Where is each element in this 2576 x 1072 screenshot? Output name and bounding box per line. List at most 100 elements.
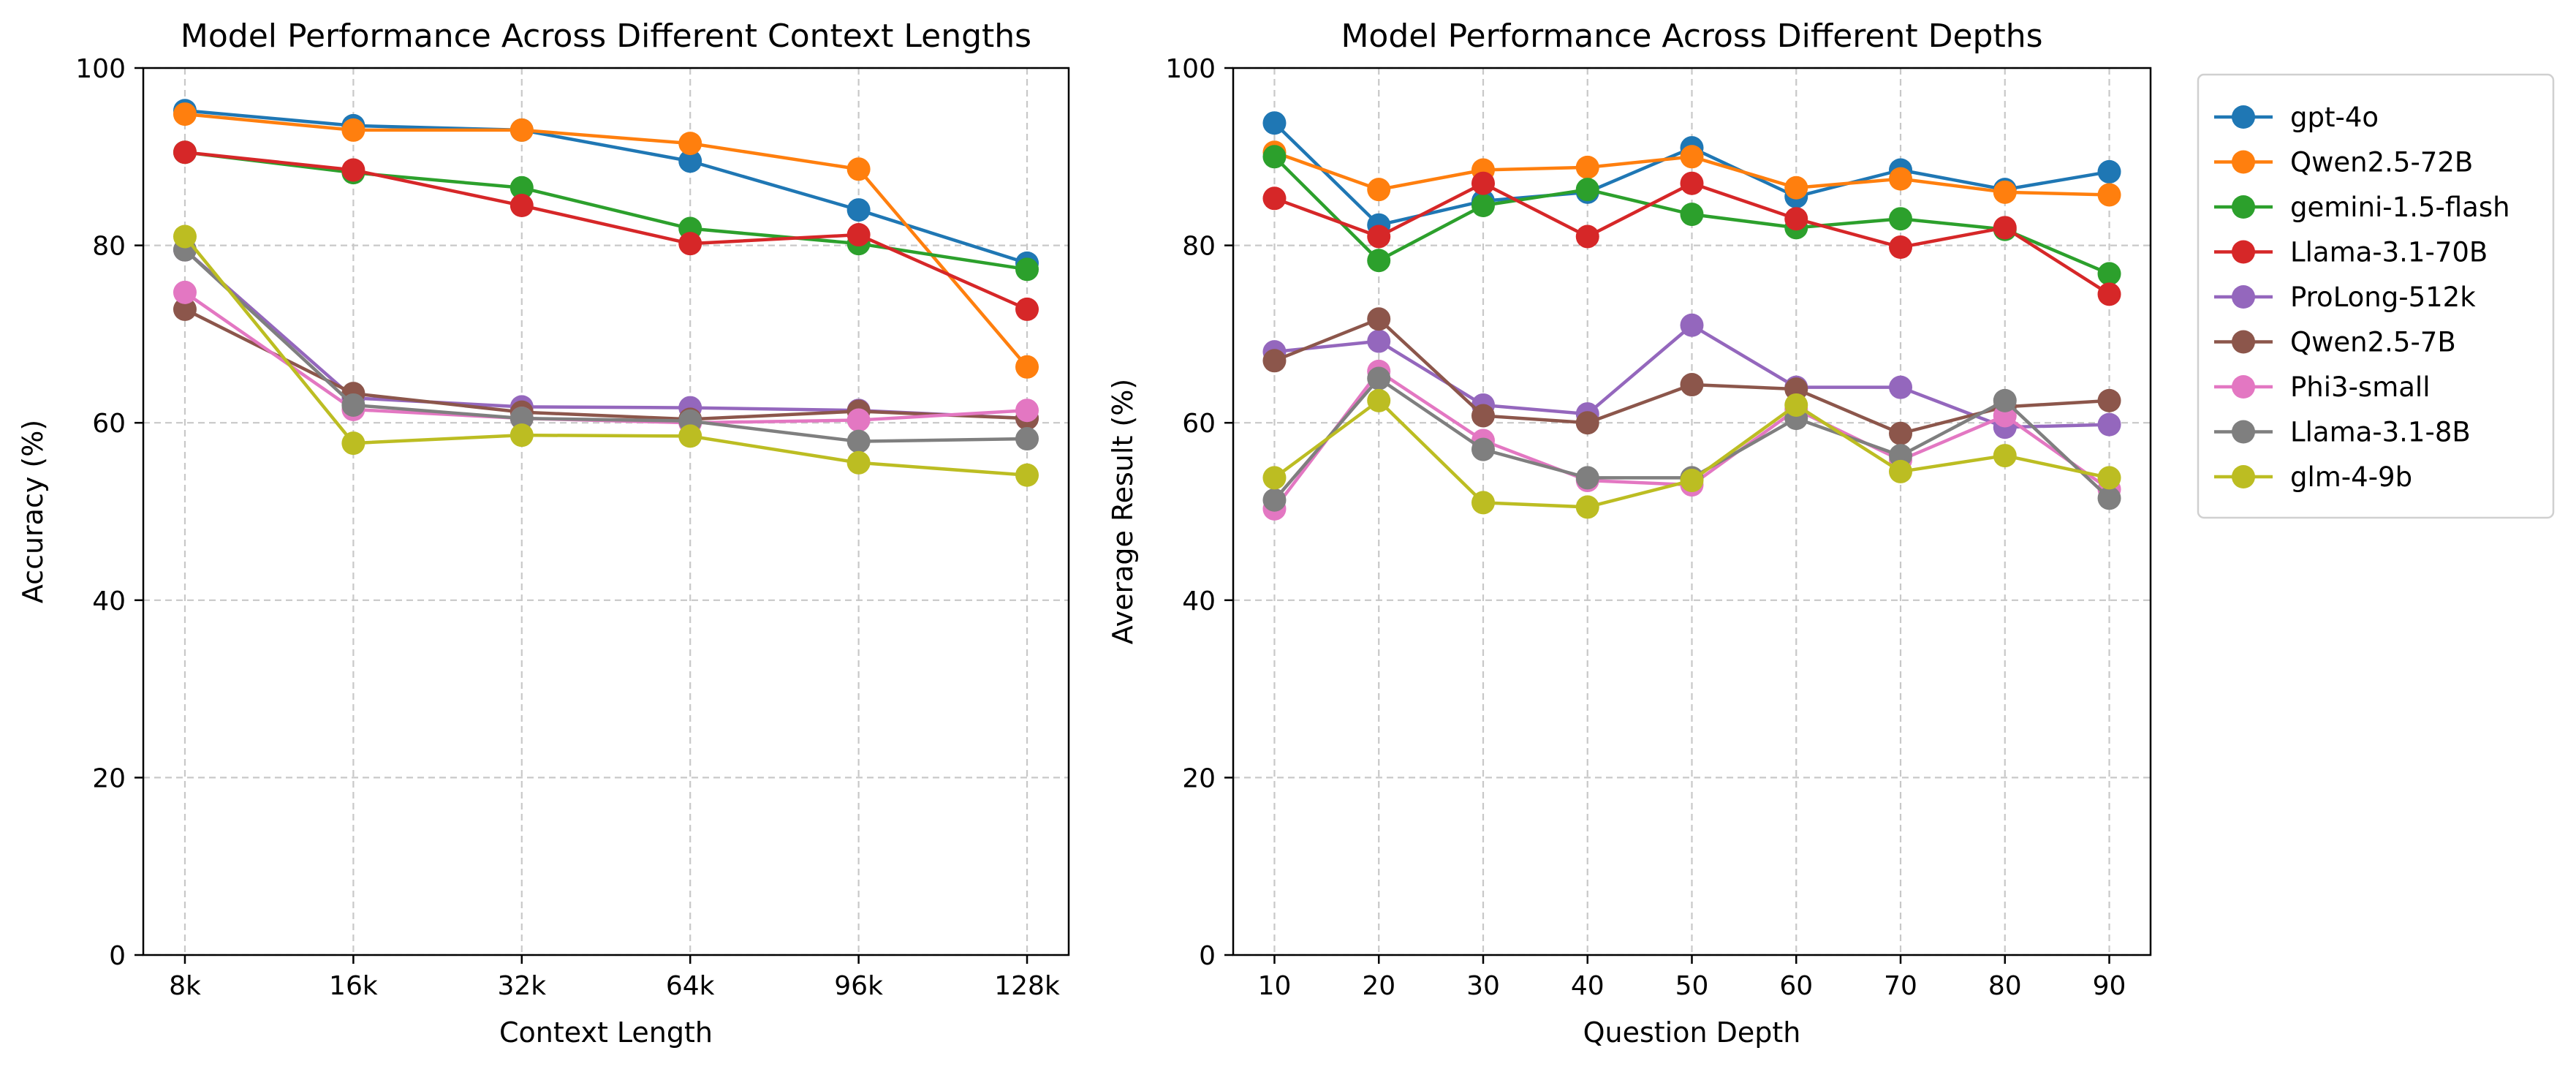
data-point	[173, 297, 197, 321]
data-point	[1680, 313, 1704, 337]
data-point	[509, 407, 534, 431]
data-point	[1575, 411, 1599, 435]
data-point	[1367, 366, 1391, 390]
y-axis-label: Average Result (%)	[1107, 379, 1139, 644]
x-tick-label: 90	[2093, 971, 2126, 1001]
legend-label: Qwen2.5-7B	[2290, 327, 2456, 358]
data-point	[1784, 175, 1808, 200]
legend-marker-swatch	[2232, 375, 2255, 399]
legend: gpt-4o Qwen2.5-72B gemini-1.5-flash Llama-3…	[2197, 73, 2555, 519]
data-point	[1680, 469, 1704, 493]
legend-item: Llama-3.1-8B	[2214, 417, 2471, 448]
chart-question-depths: 10 20 30 40 50 60 70 80 90 0 20 40 60 80 100 Model Perf…	[1107, 18, 2152, 1049]
data-point	[1262, 111, 1287, 135]
data-point	[2097, 486, 2121, 510]
data-point	[1015, 427, 1039, 451]
data-point	[509, 118, 534, 142]
data-point	[1575, 495, 1599, 519]
legend-marker-swatch	[2232, 240, 2255, 264]
series-group	[1262, 111, 2121, 521]
data-point	[1889, 235, 1913, 260]
series-gemini-1.5-flash	[1262, 145, 2121, 286]
legend-label: ProLong-512k	[2290, 282, 2476, 313]
data-point	[1471, 194, 1495, 218]
x-tick-label: 30	[1466, 971, 1500, 1001]
data-point	[1367, 307, 1391, 331]
legend-marker-swatch	[2232, 465, 2255, 488]
x-tick-label: 20	[1362, 971, 1395, 1001]
y-tick-label: 0	[1199, 941, 1216, 971]
data-point	[1575, 466, 1599, 490]
series-glm-4-9b	[173, 224, 1039, 487]
legend-item: Qwen2.5-7B	[2214, 327, 2456, 358]
data-point	[173, 102, 197, 127]
series-line	[183, 291, 1028, 425]
data-point	[846, 223, 871, 247]
data-point	[1993, 180, 2017, 204]
data-point	[1015, 399, 1039, 423]
x-tick-label: 64k	[666, 971, 715, 1001]
series-line	[183, 235, 1028, 478]
data-point	[1367, 329, 1391, 353]
data-point	[509, 423, 534, 448]
y-tick-label: 20	[92, 763, 126, 793]
series-Llama-3.1-8B	[173, 238, 1039, 453]
data-point	[1680, 203, 1704, 227]
data-point	[1367, 388, 1391, 412]
data-point	[1784, 393, 1808, 417]
data-point	[1680, 145, 1704, 169]
legend-item: Phi3-small	[2214, 371, 2431, 403]
data-point	[846, 450, 871, 475]
data-point	[1471, 491, 1495, 515]
data-point	[1575, 178, 1599, 202]
legend-item: gpt-4o	[2214, 102, 2379, 133]
y-axis-label: Accuracy (%)	[17, 420, 49, 603]
legend-marker-swatch	[2232, 105, 2255, 129]
series-Llama-3.1-70B	[1262, 171, 2121, 306]
data-point	[1262, 186, 1287, 211]
y-tick-label: 0	[109, 941, 126, 971]
series-line	[184, 150, 1028, 311]
data-point	[1367, 224, 1391, 249]
series-line	[184, 108, 1028, 265]
data-point	[846, 157, 871, 181]
x-axis-label: Question Depth	[1583, 1016, 1801, 1049]
y-tick-label: 100	[75, 54, 126, 84]
x-tick-label: 32k	[497, 971, 546, 1001]
data-point	[1015, 257, 1039, 282]
plot-frame	[142, 67, 1070, 956]
x-tick-label: 16k	[329, 971, 378, 1001]
series-line	[184, 112, 1028, 369]
legend-label: gemini-1.5-flash	[2290, 192, 2510, 223]
y-tick-label: 40	[92, 586, 126, 616]
x-tick-label: 50	[1675, 971, 1709, 1001]
data-point	[341, 118, 365, 142]
data-point	[1471, 437, 1495, 461]
legend-marker-swatch	[2232, 420, 2255, 444]
data-point	[846, 198, 871, 222]
data-point	[1889, 421, 1913, 445]
x-tick-label: 10	[1258, 971, 1292, 1001]
data-point	[173, 224, 197, 249]
series-Llama-3.1-70B	[173, 140, 1039, 321]
data-point	[1262, 488, 1287, 512]
legend-marker-swatch	[2232, 285, 2255, 309]
legend-label: glm-4-9b	[2290, 461, 2412, 493]
data-point	[2097, 466, 2121, 490]
series-Qwen2.5-7B	[173, 297, 1039, 431]
data-point	[341, 431, 365, 456]
data-point	[173, 140, 197, 165]
legend-label: Llama-3.1-8B	[2290, 417, 2471, 448]
legend-marker-swatch	[2232, 330, 2255, 354]
x-tick-label: 40	[1571, 971, 1605, 1001]
data-point	[846, 429, 871, 453]
data-point	[2097, 388, 2121, 412]
legend-frame	[2197, 73, 2555, 519]
data-point	[1015, 355, 1039, 379]
data-point	[1889, 207, 1913, 231]
y-tick-label: 80	[92, 232, 126, 262]
legend-marker-swatch	[2232, 195, 2255, 219]
series-Qwen2.5-72B	[173, 102, 1039, 379]
x-tick-label: 96k	[834, 971, 883, 1001]
x-tick-label: 80	[1988, 971, 2022, 1001]
